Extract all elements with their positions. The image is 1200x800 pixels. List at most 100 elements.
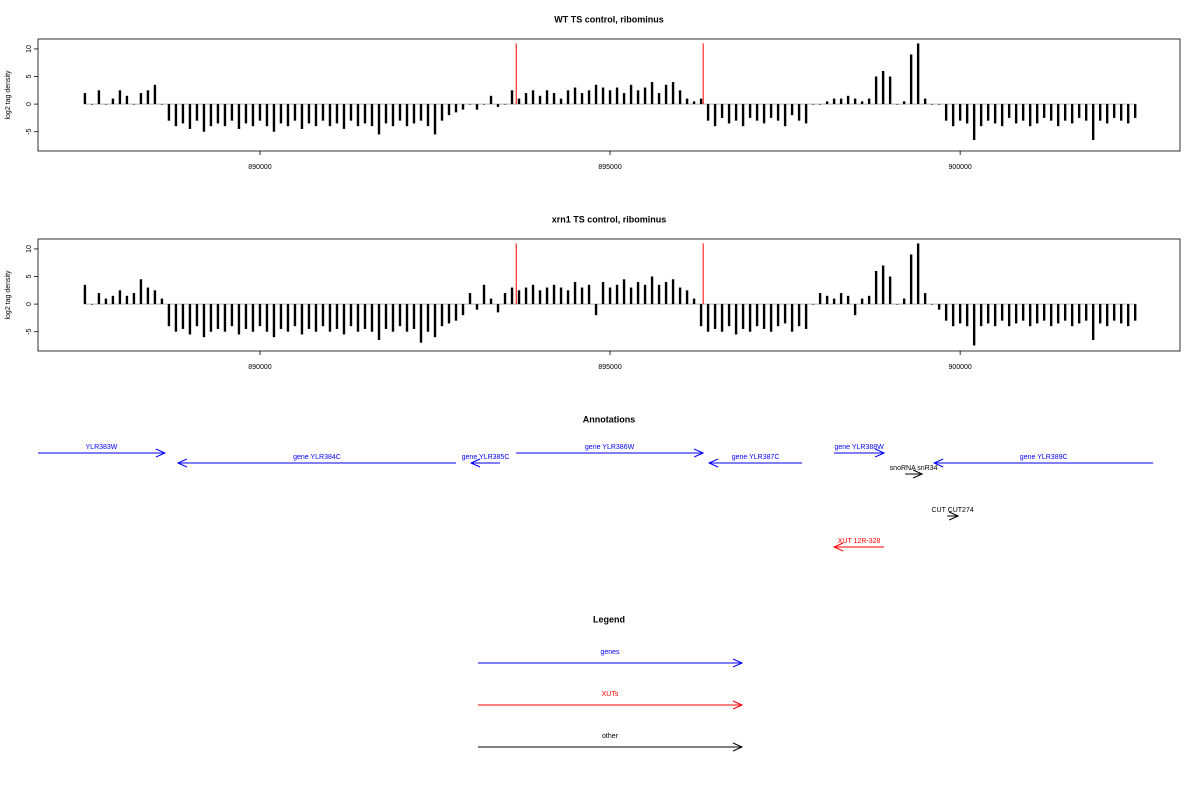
bar: [342, 304, 346, 335]
bar: [888, 276, 892, 305]
bar: [111, 98, 115, 105]
x-tick-label: 890000: [248, 164, 271, 171]
bar: [356, 104, 360, 127]
y-axis-label: log2 tag density: [5, 70, 12, 120]
legend-label: genes: [600, 649, 620, 656]
bar: [881, 265, 885, 305]
feature-arrow-head: [832, 542, 844, 552]
bar: [286, 104, 290, 127]
bar: [601, 87, 605, 105]
bar: [601, 282, 605, 305]
bar: [202, 304, 206, 338]
bar: [727, 304, 731, 327]
bar: [587, 284, 591, 305]
bar: [300, 304, 304, 335]
bar: [1112, 304, 1116, 321]
bar: [1035, 104, 1039, 124]
bar: [650, 276, 654, 305]
bar: [972, 104, 976, 140]
y-tick-label: 0: [26, 102, 33, 106]
bar: [720, 304, 724, 332]
bar: [90, 304, 94, 305]
bar: [503, 104, 507, 105]
bar: [706, 104, 710, 121]
bar: [937, 304, 941, 310]
bar: [1077, 304, 1081, 324]
x-tick-label: 895000: [598, 164, 621, 171]
bar: [1091, 104, 1095, 140]
bar: [664, 282, 668, 305]
bar: [552, 93, 556, 105]
x-tick-label: 895000: [598, 364, 621, 371]
bar: [566, 290, 570, 305]
bar: [1084, 104, 1088, 121]
bar: [321, 304, 325, 327]
bar: [671, 82, 675, 105]
bar: [860, 298, 864, 305]
bar: [1014, 304, 1018, 324]
bar: [657, 284, 661, 305]
bar: [391, 304, 395, 332]
bar: [524, 93, 528, 105]
bar: [433, 304, 437, 338]
bar: [531, 284, 535, 305]
bar: [1077, 104, 1081, 118]
bar: [930, 104, 934, 105]
bar: [692, 298, 696, 305]
bar: [181, 304, 185, 329]
bar: [818, 293, 822, 305]
bar: [657, 93, 661, 105]
bar: [888, 76, 892, 105]
y-tick-label: 5: [26, 274, 33, 278]
bar: [1021, 304, 1025, 321]
bar: [643, 87, 647, 105]
bar: [538, 290, 542, 305]
bar: [874, 76, 878, 105]
bar: [783, 104, 787, 127]
bar: [552, 284, 556, 305]
bar: [1105, 304, 1109, 327]
marker-line: [702, 43, 704, 105]
feature-arrow-head: [932, 458, 944, 468]
bar: [1000, 304, 1004, 321]
bar: [615, 87, 619, 105]
bar: [923, 98, 927, 105]
legend-title: Legend: [593, 614, 625, 624]
bar: [83, 284, 87, 305]
bar: [1028, 304, 1032, 327]
bar: [1007, 104, 1011, 118]
bar: [167, 104, 171, 121]
bar: [678, 90, 682, 105]
bar: [104, 104, 108, 105]
bar: [146, 90, 150, 105]
bar: [454, 304, 458, 321]
bar: [195, 304, 199, 327]
bar: [209, 304, 213, 332]
bar: [475, 104, 479, 110]
bar: [265, 104, 269, 127]
bar: [951, 104, 955, 127]
bar: [846, 295, 850, 305]
bar: [251, 104, 255, 127]
bar: [972, 304, 976, 346]
bar: [468, 104, 472, 105]
bar: [426, 304, 430, 332]
bar: [944, 104, 948, 121]
feature-label: gene YLR389C: [1020, 454, 1068, 461]
bar: [461, 104, 465, 110]
bar: [783, 304, 787, 324]
bar: [916, 243, 920, 305]
bar: [566, 90, 570, 105]
bar: [706, 304, 710, 332]
bar: [1042, 304, 1046, 321]
legend-label: XUTs: [602, 691, 619, 698]
bar: [188, 104, 192, 129]
bar: [405, 304, 409, 332]
bar: [986, 304, 990, 324]
bar: [699, 304, 703, 327]
bar: [181, 104, 185, 124]
bar: [111, 295, 115, 305]
bar: [741, 104, 745, 127]
bar: [1105, 104, 1109, 124]
